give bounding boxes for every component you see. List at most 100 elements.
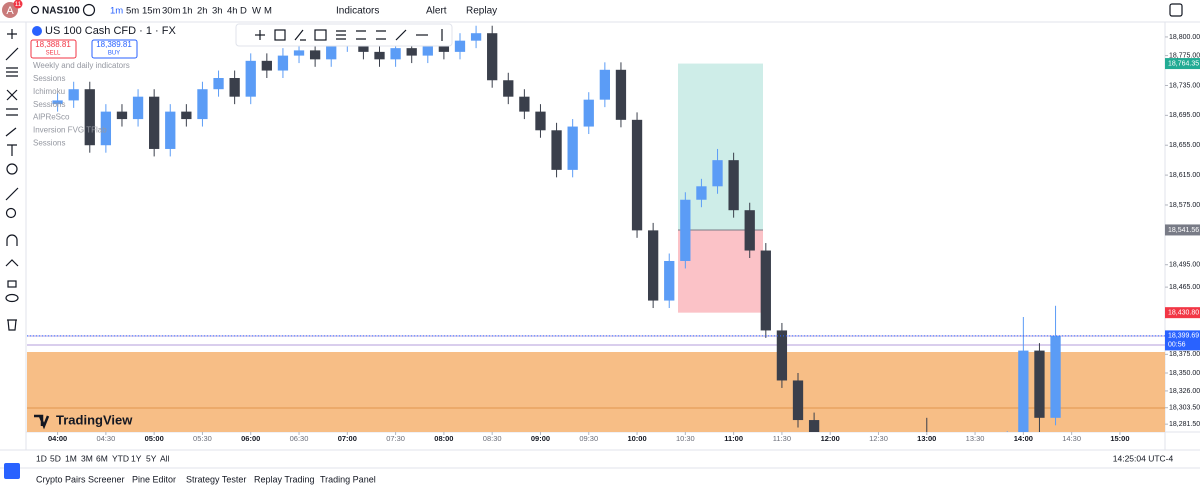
interval[interactable]: 30m	[162, 6, 181, 17]
overlays: 18,764.35 18,541.56 18,430.80 18,399.69 00:5…	[27, 58, 1200, 351]
panel-tab[interactable]: Pine Editor	[132, 474, 176, 484]
sell-button[interactable]	[30, 39, 77, 59]
interval[interactable]: 2h	[197, 6, 208, 17]
candle-body	[744, 210, 755, 251]
y-tick-label: 18,465.00	[1169, 284, 1200, 291]
indicator-list: Weekly and daily indicators Sessions Ichim…	[33, 61, 130, 147]
price-label-box	[1165, 224, 1200, 236]
candle-body	[551, 130, 562, 170]
candle-body	[390, 48, 401, 60]
fullscreen-icon[interactable]	[1169, 3, 1183, 17]
candle-body	[1018, 350, 1029, 432]
indicators-button[interactable]: Indicators	[336, 6, 379, 17]
candle-body	[68, 89, 79, 101]
candle-body	[696, 186, 707, 200]
interval[interactable]: 3h	[212, 6, 223, 17]
y-tick-label: 18,575.00	[1169, 202, 1200, 209]
candle-body	[776, 330, 788, 381]
candle-body	[229, 78, 240, 97]
countdown: 00:56	[1168, 342, 1186, 349]
badge-count: 11	[15, 2, 22, 8]
supply-zone	[27, 352, 1165, 432]
range-button[interactable]: 1D	[36, 453, 47, 463]
interval[interactable]: 1m	[110, 6, 123, 17]
interval[interactable]: 4h	[227, 6, 238, 17]
range-button[interactable]: 5Y	[146, 453, 157, 463]
x-tick-label: 09:00	[531, 434, 550, 443]
x-tick-label: 13:30	[966, 434, 985, 443]
left-toolbar[interactable]	[5, 29, 19, 331]
candle-body	[487, 33, 498, 81]
interval[interactable]: D	[240, 6, 247, 17]
buy-label: BUY	[108, 51, 120, 57]
range-button[interactable]: 1Y	[131, 453, 142, 463]
candle-body	[261, 60, 272, 71]
candle-body	[132, 96, 144, 120]
y-tick-label: 18,303.50	[1169, 405, 1200, 412]
candle-body	[519, 96, 530, 112]
x-tick-label: 14:00	[1014, 434, 1033, 443]
panel-tab[interactable]: Crypto Pairs Screener	[36, 474, 125, 484]
candle-body	[1034, 350, 1045, 418]
candle-body	[535, 111, 546, 131]
sell-price: 18,388.81	[35, 40, 71, 49]
candle-body	[100, 111, 112, 146]
candle-body	[52, 100, 63, 105]
candle-body	[728, 160, 739, 211]
x-tick-label: 10:30	[676, 434, 695, 443]
drawing-tools[interactable]	[255, 29, 443, 41]
interval[interactable]: 1h	[182, 6, 193, 17]
range-button[interactable]: All	[160, 453, 170, 463]
y-tick-label: 18,281.50	[1169, 421, 1200, 428]
candle-body	[470, 33, 482, 41]
add-icon[interactable]	[82, 3, 96, 17]
range-button[interactable]: YTD	[112, 453, 129, 463]
replay-button[interactable]: Replay	[466, 6, 497, 17]
x-tick-label: 15:00	[1110, 434, 1129, 443]
indicator-name: Weekly and daily indicators	[33, 61, 130, 70]
buy-price: 18,389.81	[96, 40, 132, 49]
panel-tab[interactable]: Trading Panel	[320, 474, 376, 484]
interval[interactable]: W	[252, 6, 261, 17]
price-label: 18,764.35	[1168, 60, 1199, 67]
badge	[13, 0, 23, 9]
candle-body	[615, 69, 627, 120]
candle-body	[808, 420, 820, 432]
alert-button[interactable]: Alert	[426, 6, 447, 17]
price-label-box	[1165, 58, 1200, 70]
candle-body	[760, 250, 771, 331]
range-button[interactable]: 5D	[50, 453, 61, 463]
price-label: 18,430.80	[1168, 310, 1199, 317]
candle-body	[631, 119, 643, 231]
x-tick-label: 07:00	[338, 434, 357, 443]
range-button[interactable]: 1M	[65, 453, 77, 463]
candle-body	[1050, 335, 1061, 418]
x-tick-label: 10:00	[627, 434, 646, 443]
y-tick-label: 18,775.00	[1169, 52, 1200, 59]
interval[interactable]: M	[264, 6, 272, 17]
candle-body	[84, 89, 95, 146]
clock: 14:25:04 UTC-4	[1113, 453, 1174, 463]
interval[interactable]: 15m	[142, 6, 161, 17]
interval[interactable]: 5m	[126, 6, 139, 17]
candle-body	[792, 380, 804, 421]
y-tick-label: 18,735.00	[1169, 82, 1200, 89]
price-label: 18,399.69	[1168, 333, 1199, 340]
symbol-icon	[32, 26, 42, 36]
apps-button[interactable]	[4, 463, 20, 479]
candle-body	[454, 40, 466, 52]
x-tick-label: 11:00	[724, 434, 743, 443]
buy-button[interactable]	[91, 39, 138, 59]
y-tick-label: 18,615.00	[1169, 172, 1200, 179]
symbol[interactable]: NAS100	[42, 6, 80, 17]
candle-body	[664, 260, 675, 301]
position-tool[interactable]	[678, 63, 763, 313]
range-button[interactable]: 3M	[81, 453, 93, 463]
y-tick-label: 18,695.00	[1169, 112, 1200, 119]
search-icon[interactable]	[30, 5, 40, 15]
range-button[interactable]: 6M	[96, 453, 108, 463]
panel-tab[interactable]: Strategy Tester	[186, 474, 246, 484]
x-tick-label: 11:30	[773, 434, 791, 443]
panel-tab[interactable]: Replay Trading	[254, 474, 315, 484]
